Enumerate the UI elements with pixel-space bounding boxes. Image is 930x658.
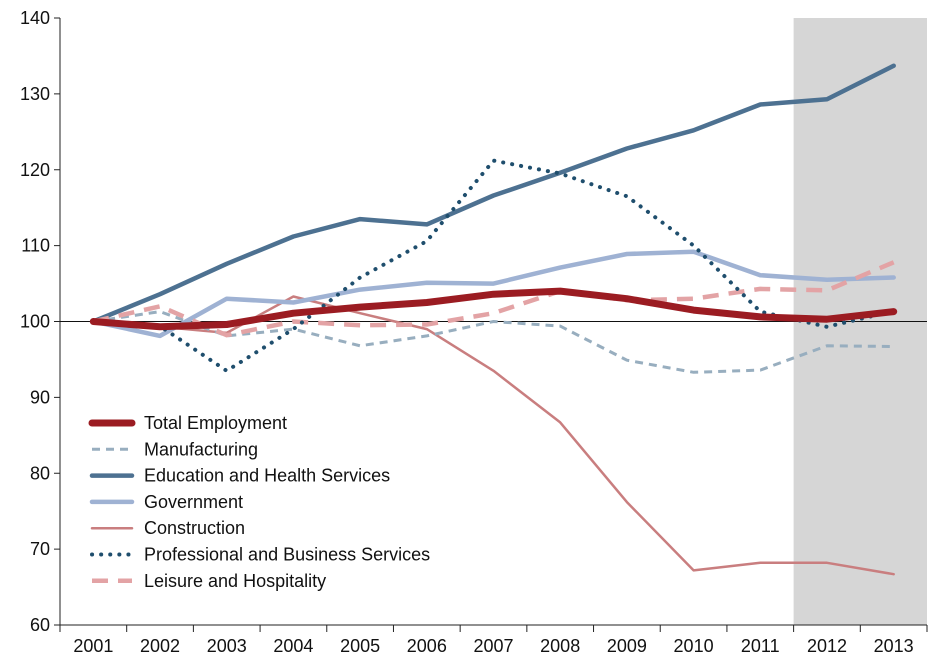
- y-tick-label: 130: [20, 84, 50, 104]
- series-line-education-and-health-services: [91, 63, 896, 324]
- x-tick-label: 2003: [207, 636, 247, 656]
- y-tick-label: 110: [21, 236, 50, 256]
- legend-label-manufacturing: Manufacturing: [144, 439, 258, 459]
- x-tick-label: 2012: [807, 636, 847, 656]
- legend-label-leisure-and-hospitality: Leisure and Hospitality: [144, 571, 326, 591]
- x-tick-label: 2007: [473, 636, 513, 656]
- series-line-government: [91, 249, 896, 339]
- y-tick-label: 60: [30, 615, 50, 635]
- x-tick-label: 2005: [340, 636, 380, 656]
- legend-label-education-and-health-services: Education and Health Services: [144, 466, 390, 486]
- series-line-total-employment: [89, 287, 898, 331]
- x-tick-label: 2002: [140, 636, 180, 656]
- x-tick-label: 2004: [273, 636, 313, 656]
- legend-label-construction: Construction: [144, 518, 245, 538]
- x-tick-label: 2006: [407, 636, 447, 656]
- y-tick-label: 140: [20, 8, 50, 28]
- x-tick-label: 2013: [874, 636, 914, 656]
- y-tick-label: 100: [20, 312, 50, 332]
- y-tick-label: 70: [30, 539, 50, 559]
- y-tick-label: 90: [30, 387, 50, 407]
- series-line-manufacturing: [93, 310, 894, 374]
- x-tick-label: 2009: [607, 636, 647, 656]
- x-tick-label: 2008: [540, 636, 580, 656]
- y-tick-label: 120: [20, 160, 50, 180]
- series-line-professional-and-business-services: [91, 158, 896, 373]
- legend-label-government: Government: [144, 492, 243, 512]
- x-tick-label: 2001: [73, 636, 113, 656]
- x-tick-label: 2010: [674, 636, 714, 656]
- x-tick-label: 2011: [741, 636, 780, 656]
- series-line-leisure-and-hospitality: [92, 260, 895, 338]
- legend-label-total-employment: Total Employment: [144, 413, 287, 433]
- y-tick-label: 80: [30, 463, 50, 483]
- legend-label-professional-and-business-services: Professional and Business Services: [144, 545, 430, 565]
